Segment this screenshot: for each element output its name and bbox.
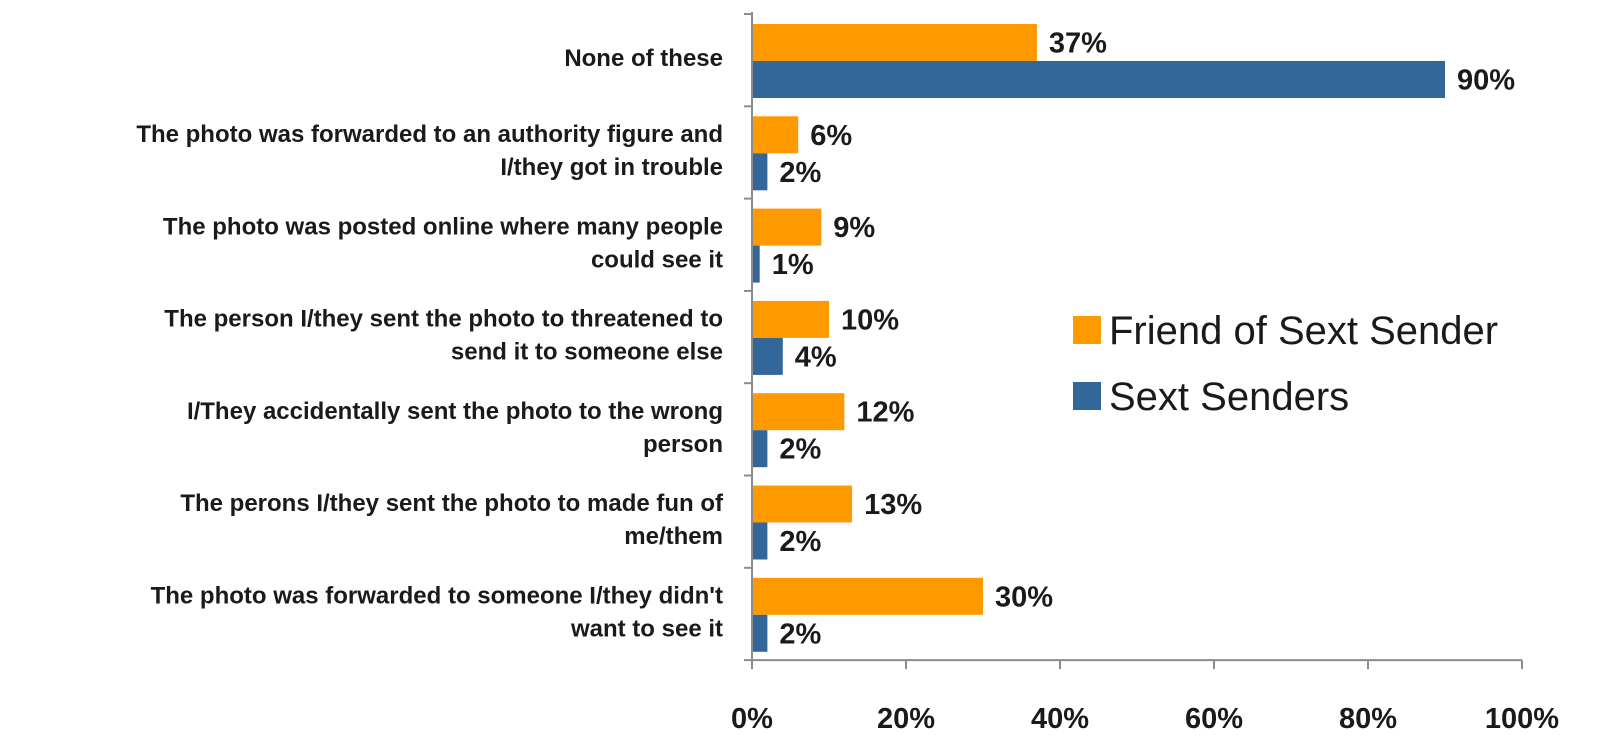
data-label: 9% [833,212,875,244]
category-label: want to see it [570,615,723,642]
bar-senders-1 [752,153,768,191]
bar-senders-0 [752,61,1445,98]
bar-friend-4 [752,393,845,431]
plot-area: 37% 90% None of these 6% 2% The photo was for… [136,12,1559,735]
x-tick-label: 80% [1339,703,1397,735]
data-label: 13% [864,489,922,521]
data-label: 30% [995,581,1053,613]
data-label: 90% [1457,65,1515,97]
category-label: The person I/they sent the photo to thre… [164,306,723,333]
bar-senders-4 [752,430,768,468]
category-label: The photo was posted online where many p… [163,213,723,240]
legend-swatch [1073,316,1101,344]
bar-senders-5 [752,522,768,560]
data-label: 2% [779,618,821,650]
category-label: send it to someone else [451,339,723,366]
legend-label: Sext Senders [1109,375,1349,419]
category-label: The photo was forwarded to someone I/the… [151,582,723,609]
category-label: person [643,431,723,458]
bar-senders-3 [752,337,783,375]
x-tick-label: 40% [1031,703,1089,735]
bar-friend-3 [752,300,829,338]
data-label: 2% [779,434,821,466]
data-label: 1% [772,249,814,281]
data-label: 6% [810,120,852,152]
category-label: None of these [564,45,723,72]
bar-friend-2 [752,208,822,246]
data-label: 2% [779,526,821,558]
data-label: 37% [1049,28,1107,60]
data-label: 12% [856,397,914,429]
x-tick-label: 20% [877,703,935,735]
legend-swatch [1073,382,1101,410]
category-label: The perons I/they sent the photo to made… [180,490,724,517]
category-label: The photo was forwarded to an authority … [136,121,723,148]
category-label: I/they got in trouble [500,154,723,181]
bar-friend-0 [752,24,1037,61]
category-label: I/They accidentally sent the photo to th… [187,398,723,425]
category-label: could see it [591,246,723,273]
x-tick-label: 100% [1485,703,1559,735]
bar-senders-6 [752,614,768,652]
x-tick-label: 60% [1185,703,1243,735]
bar-senders-2 [752,245,760,283]
legend-label: Friend of Sext Sender [1109,309,1498,353]
data-label: 10% [841,304,899,336]
legend: Friend of Sext Sender Sext Senders [1073,309,1498,419]
x-tick-label: 0% [731,703,773,735]
category-label: me/them [624,523,723,550]
bar-friend-6 [752,577,983,615]
data-label: 4% [795,341,837,373]
bar-friend-1 [752,116,799,154]
data-label: 2% [779,157,821,189]
bar-friend-5 [752,485,853,523]
